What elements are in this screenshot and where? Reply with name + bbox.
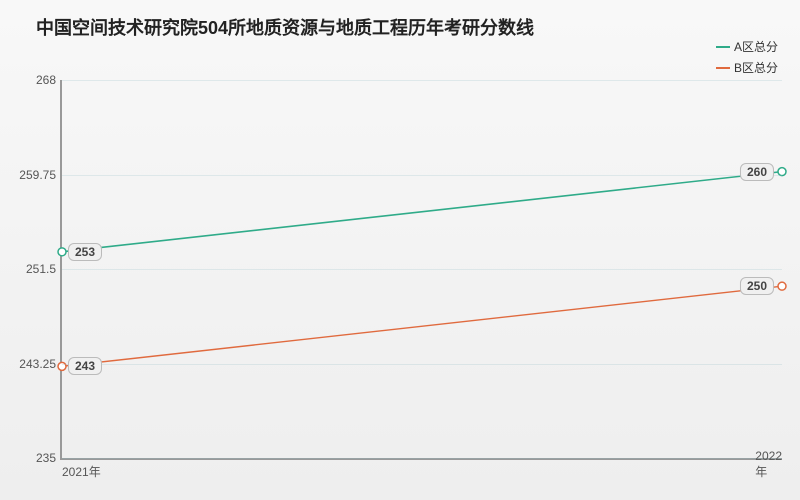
chart-title: 中国空间技术研究院504所地质资源与地质工程历年考研分数线: [36, 14, 534, 40]
gridline: [62, 458, 782, 459]
data-point-label: 253: [68, 243, 102, 261]
y-tick-label: 243.25: [10, 357, 56, 371]
gridline: [62, 364, 782, 365]
gridline: [62, 175, 782, 176]
legend-label-a: A区总分: [734, 38, 778, 55]
y-tick-label: 268: [10, 73, 56, 87]
data-point-label: 250: [740, 277, 774, 295]
x-tick-label: 2022年: [755, 449, 782, 480]
legend-swatch-b: [716, 67, 730, 69]
legend: A区总分 B区总分: [716, 38, 778, 80]
y-tick-label: 259.75: [10, 168, 56, 182]
gridline: [62, 80, 782, 81]
gridline: [62, 269, 782, 270]
legend-swatch-a: [716, 46, 730, 48]
y-tick-label: 251.5: [10, 262, 56, 276]
legend-item-b: B区总分: [716, 59, 778, 76]
plot-area: 235243.25251.5259.752682021年2022年2532602…: [60, 80, 782, 460]
data-point-label: 243: [68, 357, 102, 375]
y-tick-label: 235: [10, 451, 56, 465]
data-point-label: 260: [740, 163, 774, 181]
legend-item-a: A区总分: [716, 38, 778, 55]
legend-label-b: B区总分: [734, 59, 778, 76]
x-tick-label: 2021年: [62, 463, 101, 480]
chart-container: 中国空间技术研究院504所地质资源与地质工程历年考研分数线 A区总分 B区总分 …: [0, 0, 800, 500]
